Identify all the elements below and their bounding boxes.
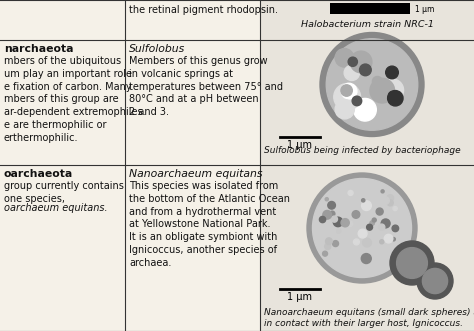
Text: in contact with their larger host, Ignicoccus.: in contact with their larger host, Ignic…: [264, 319, 463, 328]
Text: oarchaeota: oarchaeota: [4, 169, 73, 179]
Circle shape: [376, 208, 383, 215]
Bar: [260, 165, 474, 331]
Circle shape: [382, 79, 403, 101]
Circle shape: [333, 241, 338, 247]
Circle shape: [392, 225, 399, 232]
Circle shape: [388, 91, 398, 101]
Circle shape: [370, 78, 394, 103]
Text: oarchaeum equitans.: oarchaeum equitans.: [4, 203, 108, 213]
Bar: [260, 0, 474, 40]
Circle shape: [422, 268, 447, 294]
Circle shape: [392, 238, 395, 241]
Circle shape: [388, 91, 403, 106]
Circle shape: [366, 224, 373, 230]
Circle shape: [372, 218, 376, 222]
Text: 1 μm: 1 μm: [288, 292, 312, 302]
Circle shape: [350, 51, 372, 73]
Circle shape: [326, 39, 418, 130]
Bar: [0, 0, 125, 331]
Circle shape: [335, 100, 355, 119]
Circle shape: [347, 221, 353, 227]
Circle shape: [320, 32, 424, 136]
Circle shape: [348, 190, 353, 195]
Circle shape: [328, 202, 336, 209]
Circle shape: [319, 216, 326, 223]
Circle shape: [341, 83, 357, 99]
Circle shape: [382, 197, 389, 205]
Circle shape: [338, 222, 346, 229]
Circle shape: [397, 248, 428, 278]
Circle shape: [352, 96, 362, 106]
Circle shape: [335, 49, 354, 67]
Text: Nanoarchaeum equitans: Nanoarchaeum equitans: [129, 169, 263, 179]
Circle shape: [390, 241, 434, 285]
Circle shape: [352, 211, 360, 218]
Circle shape: [417, 263, 453, 299]
Circle shape: [387, 200, 393, 206]
Circle shape: [362, 199, 365, 202]
Text: 1 μm: 1 μm: [415, 5, 434, 14]
Circle shape: [360, 64, 371, 76]
Circle shape: [373, 76, 383, 86]
Circle shape: [381, 219, 390, 228]
Text: the retinal pigment rhodopsin.: the retinal pigment rhodopsin.: [129, 5, 278, 15]
Circle shape: [334, 83, 361, 110]
Text: narchaeota: narchaeota: [4, 44, 73, 54]
Circle shape: [312, 178, 411, 277]
Bar: [330, 3, 410, 14]
Circle shape: [354, 98, 376, 121]
Circle shape: [362, 201, 371, 211]
Circle shape: [370, 221, 374, 225]
Text: group currently contains
one species,: group currently contains one species,: [4, 181, 124, 204]
Text: 1 μm: 1 μm: [288, 140, 312, 150]
Text: Nanoarchaeum equitans (small dark spheres) a: Nanoarchaeum equitans (small dark sphere…: [264, 308, 474, 317]
Circle shape: [341, 219, 349, 227]
Circle shape: [307, 173, 417, 283]
Circle shape: [341, 85, 352, 96]
Circle shape: [384, 234, 393, 243]
Circle shape: [325, 198, 328, 201]
Circle shape: [381, 190, 384, 193]
Circle shape: [347, 60, 361, 74]
Circle shape: [361, 254, 371, 263]
Circle shape: [326, 238, 332, 245]
Text: Sulfolobus being infected by bacteriophage: Sulfolobus being infected by bacteriopha…: [264, 146, 460, 155]
Circle shape: [387, 195, 393, 201]
Bar: [260, 40, 474, 165]
Circle shape: [365, 257, 369, 261]
Circle shape: [329, 211, 335, 216]
Circle shape: [323, 211, 331, 219]
Circle shape: [379, 224, 385, 230]
Text: This species was isolated from
the bottom of the Atlantic Ocean
and from a hydro: This species was isolated from the botto…: [129, 181, 290, 268]
Text: mbers of the ubiquitous
um play an important role
e fixation of carbon. Many
mbe: mbers of the ubiquitous um play an impor…: [4, 56, 146, 143]
Circle shape: [323, 251, 328, 256]
Circle shape: [383, 187, 390, 194]
Circle shape: [380, 240, 384, 244]
Circle shape: [393, 207, 397, 211]
Text: Members of this genus grow
in volcanic springs at
temperatures between 75° and
8: Members of this genus grow in volcanic s…: [129, 56, 283, 117]
Circle shape: [337, 229, 341, 233]
Circle shape: [354, 239, 359, 245]
Bar: [125, 0, 260, 331]
Circle shape: [331, 216, 337, 222]
Circle shape: [386, 66, 398, 79]
Text: Halobacterium strain NRC-1: Halobacterium strain NRC-1: [301, 20, 433, 29]
Circle shape: [333, 217, 343, 227]
Circle shape: [344, 65, 359, 80]
Circle shape: [363, 238, 371, 247]
Text: Sulfolobus: Sulfolobus: [129, 44, 185, 54]
Circle shape: [325, 244, 331, 250]
Circle shape: [358, 229, 367, 238]
Circle shape: [348, 57, 357, 67]
